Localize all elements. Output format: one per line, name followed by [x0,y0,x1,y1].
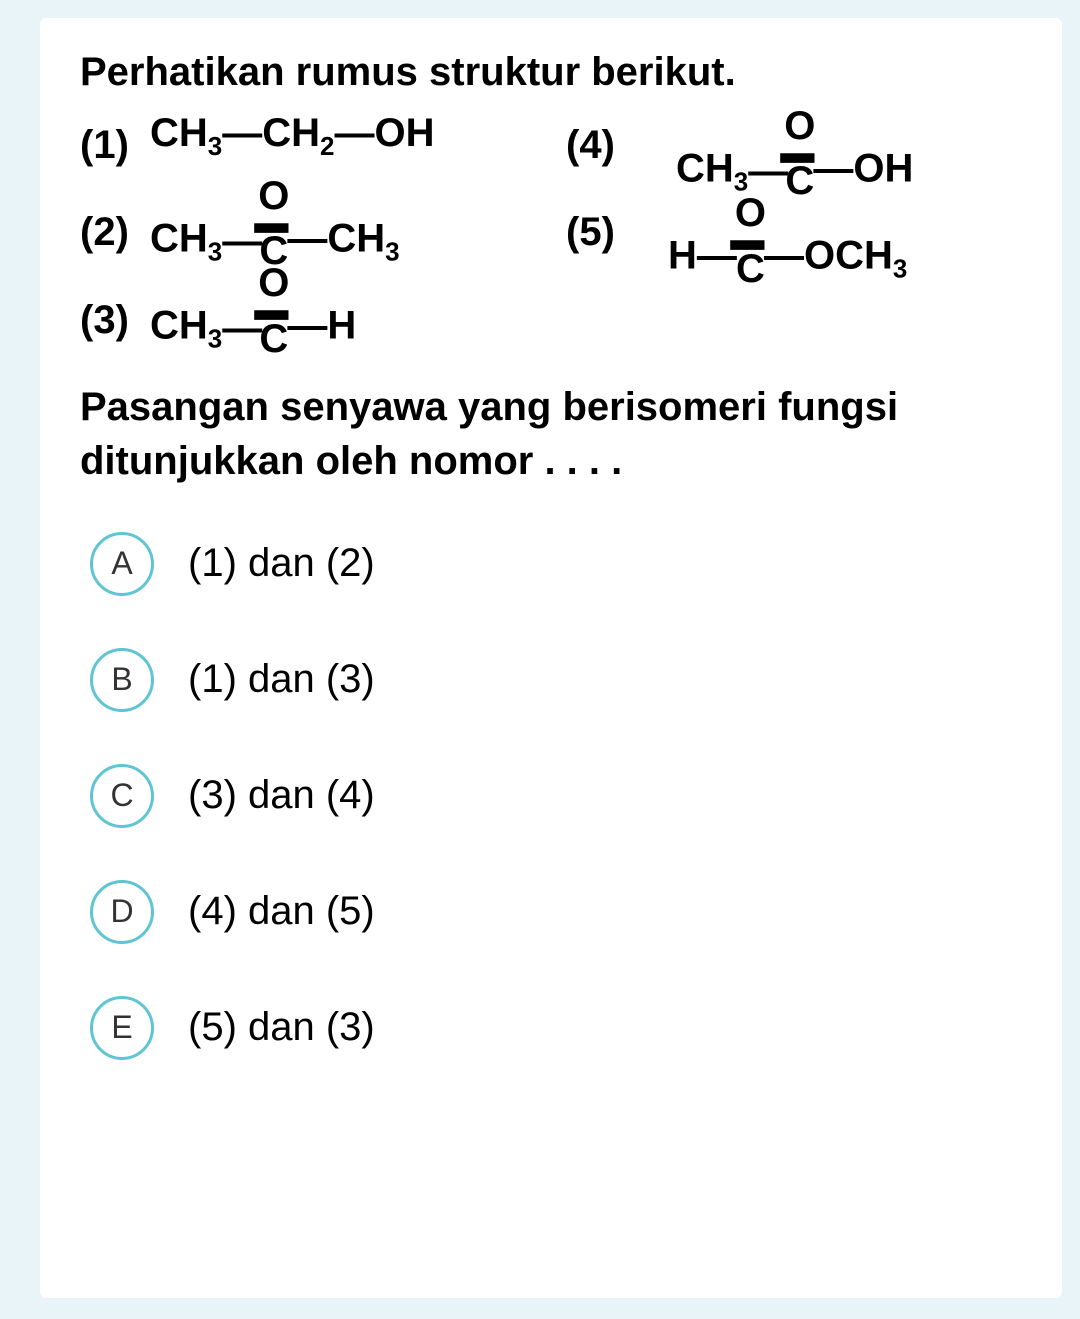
option-a-text: (1) dan (2) [188,541,375,586]
option-b-circle: B [90,648,154,712]
structure-4-formula: CH3—O||C—OH [636,113,913,194]
structure-2: (2) CH3—O||C—CH3 [80,183,536,264]
option-c-circle: C [90,764,154,828]
option-a-circle: A [90,532,154,596]
option-e-circle: E [90,996,154,1060]
carbonyl-icon: O||C [258,270,289,351]
structure-2-num: (2) [80,200,150,264]
options-list: A (1) dan (2) B (1) dan (3) C (3) dan (4… [80,532,1022,1060]
option-d-text: (4) dan (5) [188,889,375,934]
option-e[interactable]: E (5) dan (3) [90,996,1022,1060]
structure-5-formula: H—O||C—OCH3 [636,200,907,281]
option-e-text: (5) dan (3) [188,1005,375,1050]
structure-1: (1) CH3—CH2—OH [80,113,536,177]
structure-4: (4) CH3—O||C—OH [566,113,1022,194]
structure-5: (5) H—O||C—OCH3 [566,200,1022,281]
option-d-circle: D [90,880,154,944]
carbonyl-icon: O||C [735,200,766,281]
question-card: Perhatikan rumus struktur berikut. (1) C… [40,18,1062,1298]
structures-right-col: (4) CH3—O||C—OH (5) H—O||C—OCH3 [566,113,1022,358]
option-d[interactable]: D (4) dan (5) [90,880,1022,944]
structure-2-formula: CH3—O||C—CH3 [150,183,400,264]
structures-grid: (1) CH3—CH2—OH (2) CH3—O||C—CH3 (3) CH3—… [80,113,1022,358]
carbonyl-icon: O||C [784,113,815,194]
option-c-text: (3) dan (4) [188,773,375,818]
structure-3: (3) CH3—O||C—H [80,270,536,351]
structure-1-num: (1) [80,113,150,177]
structure-4-num: (4) [566,113,636,177]
structures-left-col: (1) CH3—CH2—OH (2) CH3—O||C—CH3 (3) CH3—… [80,113,536,358]
option-c[interactable]: C (3) dan (4) [90,764,1022,828]
structure-3-formula: CH3—O||C—H [150,270,356,351]
option-b-text: (1) dan (3) [188,657,375,702]
question-text: Pasangan senyawa yang berisomeri fungsi … [80,380,1022,488]
structure-1-formula: CH3—CH2—OH [150,113,435,159]
option-a[interactable]: A (1) dan (2) [90,532,1022,596]
structure-3-num: (3) [80,288,150,352]
carbonyl-icon: O||C [258,183,289,264]
structure-5-num: (5) [566,200,636,264]
prompt-text: Perhatikan rumus struktur berikut. [80,50,1022,95]
option-b[interactable]: B (1) dan (3) [90,648,1022,712]
